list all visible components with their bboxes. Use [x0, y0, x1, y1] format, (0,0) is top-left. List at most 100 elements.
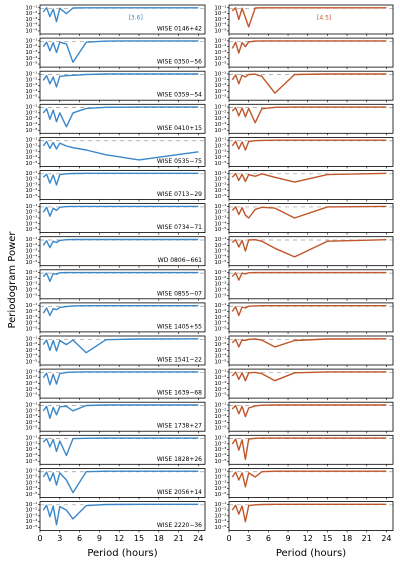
power-line [42, 73, 199, 88]
y-tick-label: 10⁻⁵ [214, 524, 226, 531]
y-tick-label: 10⁻³ [25, 214, 37, 221]
y-tick-label: 10⁻³ [214, 380, 226, 387]
panel: 10⁻¹10⁻²10⁻³10⁻⁴10⁻⁵ [214, 104, 394, 136]
panel: 10⁻¹10⁻²10⁻³10⁻⁴10⁻⁵ WISE 1738+27 [25, 401, 206, 434]
power-line [231, 205, 387, 219]
y-tick-label: 10⁻⁴ [25, 286, 38, 293]
panel: 10⁻¹10⁻²10⁻³10⁻⁴10⁻⁵ [214, 137, 394, 169]
y-tick-label: 10⁻⁴ [25, 518, 38, 525]
panel: 10⁻¹10⁻²10⁻³10⁻⁴10⁻⁵ WISE 0359−54 [25, 70, 206, 103]
y-tick-label: 10⁻⁴ [25, 320, 38, 327]
power-line [231, 404, 387, 418]
y-tick-label: 10⁻² [214, 374, 226, 381]
y-tick-label: 10⁻⁵ [25, 524, 37, 531]
y-tick-label: 10⁻⁴ [25, 485, 38, 492]
y-tick-label: 10⁻¹ [25, 70, 37, 77]
panel: 10⁻¹10⁻²10⁻³10⁻⁴10⁻⁵ [214, 434, 394, 467]
object-name: WISE 0535−75 [157, 158, 202, 165]
object-name: WISE 2056+14 [157, 489, 202, 496]
y-tick-label: 10⁻⁴ [25, 154, 38, 161]
y-tick-label: 10⁻² [25, 10, 37, 17]
panel: 10⁻¹10⁻²10⁻³10⁻⁴10⁻⁵ [214, 302, 394, 334]
power-line [231, 172, 387, 183]
x-tick-label: 18 [342, 534, 352, 543]
panel: 10⁻¹10⁻²10⁻³10⁻⁴10⁻⁵0 3 6 9 12 15 18 21 24 WISE 2… [25, 501, 206, 559]
power-line [231, 371, 387, 382]
y-tick-label: 10⁻² [214, 43, 226, 50]
panel-frame [228, 170, 394, 200]
panel-frame [39, 434, 206, 465]
power-line [231, 106, 387, 124]
power-line [231, 503, 387, 523]
x-tick-label: 12 [114, 534, 124, 543]
y-tick-label: 10⁻¹ [214, 236, 226, 243]
y-tick-label: 10⁻¹ [214, 501, 226, 508]
y-tick-label: 10⁻³ [214, 314, 226, 321]
y-tick-label: 10⁻² [25, 209, 37, 216]
y-tick-label: 10⁻¹ [214, 435, 226, 442]
y-tick-label: 10⁻¹ [214, 104, 226, 111]
y-tick-label: 10⁻¹ [25, 468, 37, 475]
y-tick-label: 10⁻⁵ [214, 226, 226, 233]
y-tick-label: 10⁻⁴ [25, 220, 38, 227]
y-tick-label: 10⁻⁴ [214, 419, 227, 426]
y-tick-label: 10⁻¹ [214, 468, 226, 475]
power-line [231, 7, 387, 28]
y-tick-label: 10⁻⁵ [214, 358, 226, 365]
y-tick-label: 10⁻² [214, 507, 226, 514]
y-tick-label: 10⁻³ [214, 148, 226, 155]
x-tick-label: 3 [57, 534, 62, 543]
panel: 10⁻¹10⁻²10⁻³10⁻⁴10⁻⁵ WISE 0410+15 [25, 104, 206, 136]
object-name: WISE 0713−29 [157, 191, 202, 198]
object-name: WISE 1405+55 [157, 323, 202, 330]
panel: 10⁻¹10⁻²10⁻³10⁻⁴10⁻⁵ WISE 1828+26 [25, 434, 206, 467]
object-name: WISE 1541−22 [157, 357, 202, 364]
y-tick-label: 10⁻¹ [25, 302, 37, 309]
panel: 10⁻¹10⁻²10⁻³10⁻⁴10⁻⁵ WISE 0734−71 [25, 203, 206, 235]
y-tick-label: 10⁻⁵ [25, 160, 37, 167]
y-tick-label: 10⁻² [214, 473, 226, 480]
panel: 10⁻¹10⁻²10⁻³10⁻⁴10⁻⁵ [214, 236, 394, 268]
panel-frame [228, 434, 394, 465]
y-tick-label: 10⁻⁴ [214, 286, 227, 293]
power-line [231, 437, 387, 461]
y-tick-label: 10⁻⁵ [25, 94, 37, 101]
y-tick-label: 10⁻⁴ [25, 353, 38, 360]
y-tick-label: 10⁻¹ [25, 435, 37, 442]
panel: 10⁻¹10⁻²10⁻³10⁻⁴10⁻⁵ WISE 0350−56 [25, 37, 206, 70]
y-tick-label: 10⁻¹ [214, 401, 226, 408]
y-tick-label: 10⁻³ [25, 479, 37, 486]
y-tick-label: 10⁻⁴ [25, 452, 38, 459]
y-tick-label: 10⁻⁵ [214, 61, 226, 68]
y-tick-label: 10⁻⁵ [214, 392, 226, 399]
y-tick-label: 10⁻⁴ [25, 253, 38, 260]
panel-frame [39, 368, 206, 399]
y-tick-label: 10⁻³ [214, 16, 226, 23]
object-name: WD 0806−661 [158, 257, 202, 264]
y-tick-label: 10⁻² [214, 407, 226, 414]
panel-frame [39, 4, 206, 35]
y-tick-label: 10⁻² [25, 142, 37, 149]
panel: 10⁻¹10⁻²10⁻³10⁻⁴10⁻⁵ [214, 37, 394, 70]
power-line [42, 503, 199, 526]
y-tick-label: 10⁻¹ [214, 37, 226, 44]
y-tick-label: 10⁻² [214, 109, 226, 116]
y-tick-label: 10⁻² [214, 341, 226, 348]
object-name: WISE 1639−68 [157, 390, 202, 397]
x-tick-label: 0 [226, 534, 231, 543]
y-tick-label: 10⁻² [25, 473, 37, 480]
panel: 10⁻¹10⁻²10⁻³10⁻⁴10⁻⁵ WD 0806−661 [25, 236, 206, 268]
y-tick-label: 10⁻² [214, 176, 226, 183]
panel: 10⁻¹10⁻²10⁻³10⁻⁴10⁻⁵ [214, 269, 394, 301]
y-tick-label: 10⁻¹ [25, 269, 37, 276]
panel-frame [228, 37, 394, 68]
x-tick-label: 24 [193, 534, 203, 543]
panel: 10⁻¹10⁻²10⁻³10⁻⁴10⁻⁵0 3 6 9 12 15 18 21 24 Period… [214, 501, 394, 559]
y-tick-label: 10⁻⁵ [214, 325, 226, 332]
panel-frame [39, 269, 206, 300]
x-tick-label: 15 [322, 534, 332, 543]
y-tick-label: 10⁻⁵ [25, 458, 37, 465]
y-tick-label: 10⁻¹ [25, 203, 37, 210]
y-tick-label: 10⁻² [25, 76, 37, 83]
y-tick-label: 10⁻² [25, 341, 37, 348]
